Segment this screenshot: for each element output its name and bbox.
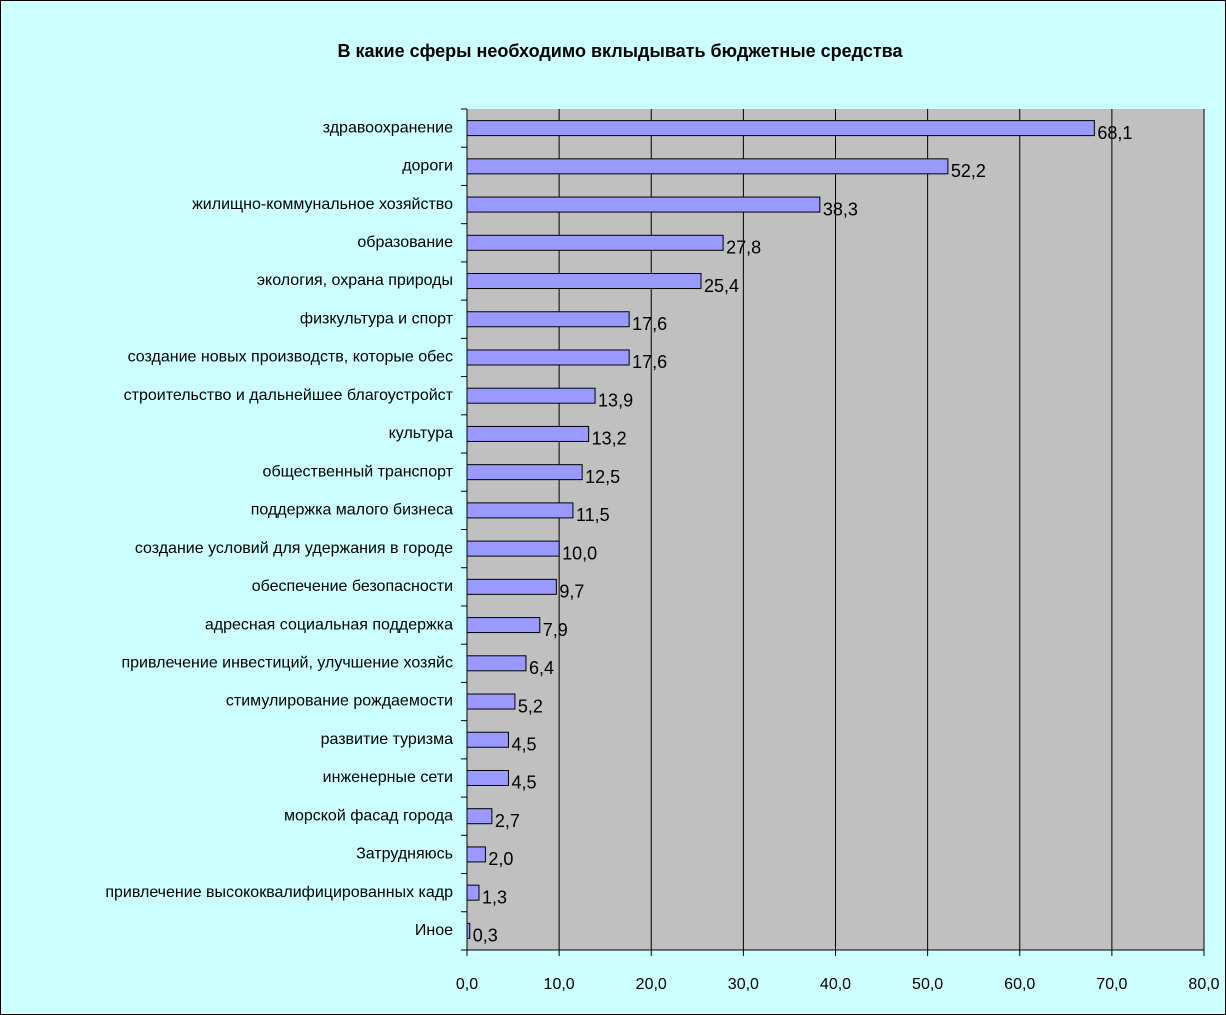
y-tick-label: привлечение инвестиций, улучшение хозяйс bbox=[121, 655, 453, 672]
x-tick-label: 20,0 bbox=[636, 976, 667, 993]
x-tick-label: 10,0 bbox=[544, 976, 575, 993]
y-tick-label: развитие туризма bbox=[321, 731, 454, 748]
data-label: 0,3 bbox=[473, 926, 498, 946]
data-label: 2,0 bbox=[488, 849, 513, 869]
bar bbox=[466, 273, 702, 290]
x-tick-label: 40,0 bbox=[820, 976, 851, 993]
x-tick-label: 50,0 bbox=[912, 976, 943, 993]
x-tick-label: 80,0 bbox=[1188, 976, 1219, 993]
y-tick-label: Иное bbox=[415, 922, 453, 939]
data-label: 6,4 bbox=[529, 658, 554, 678]
bar bbox=[466, 425, 590, 442]
data-label: 4,5 bbox=[511, 773, 536, 793]
bar bbox=[466, 731, 509, 748]
y-tick-label: экология, охрана природы bbox=[257, 272, 453, 289]
data-label: 13,9 bbox=[598, 390, 633, 410]
data-label: 12,5 bbox=[585, 467, 620, 487]
y-tick-label: дороги bbox=[402, 158, 453, 175]
data-label: 7,9 bbox=[543, 620, 568, 640]
bar bbox=[466, 884, 480, 901]
data-label: 11,5 bbox=[576, 505, 610, 525]
bar bbox=[466, 922, 471, 939]
y-tick-label: образование bbox=[357, 234, 453, 251]
y-tick-label: инженерные сети bbox=[323, 769, 453, 786]
data-label: 1,3 bbox=[482, 887, 507, 907]
bar bbox=[466, 464, 583, 481]
bar bbox=[466, 387, 596, 404]
data-label: 4,5 bbox=[511, 735, 536, 755]
bar bbox=[466, 846, 486, 863]
bar bbox=[466, 655, 527, 672]
bar bbox=[466, 693, 516, 710]
data-label: 17,6 bbox=[632, 352, 667, 372]
y-tick-label: здравоохранение bbox=[323, 119, 453, 136]
y-tick-label: культура bbox=[389, 425, 453, 442]
y-tick-label: физкультура и спорт bbox=[300, 310, 454, 327]
y-tick-label: адресная социальная поддержка bbox=[205, 616, 453, 633]
data-label: 2,7 bbox=[495, 811, 520, 831]
x-tick-label: 70,0 bbox=[1096, 976, 1127, 993]
chart-title: В какие сферы необходимо вклыдывать бюдж… bbox=[338, 41, 904, 61]
bar bbox=[466, 808, 493, 825]
y-tick-label: привлечение высококвалифицированных кадр bbox=[105, 884, 453, 901]
y-tick-label: обеспечение безопасности bbox=[252, 578, 453, 595]
x-tick-label: 0,0 bbox=[456, 976, 478, 993]
bar bbox=[466, 120, 1095, 137]
data-label: 5,2 bbox=[518, 696, 543, 716]
data-label: 38,3 bbox=[823, 199, 858, 219]
bar bbox=[466, 540, 560, 557]
y-tick-label: создание условий для удержания в городе bbox=[135, 540, 453, 557]
y-tick-label: жилищно-коммунальное хозяйство bbox=[192, 196, 453, 213]
bar bbox=[466, 234, 724, 251]
bar bbox=[466, 769, 509, 786]
data-label: 9,7 bbox=[559, 582, 584, 602]
bar bbox=[466, 502, 574, 519]
bar bbox=[466, 311, 630, 328]
bar bbox=[466, 349, 630, 366]
y-tick-label: стимулирование рождаемости bbox=[226, 693, 453, 710]
y-tick-label: общественный транспорт bbox=[263, 463, 454, 480]
y-tick-label: поддержка малого бизнеса bbox=[251, 502, 453, 519]
data-label: 25,4 bbox=[704, 276, 739, 296]
bar bbox=[466, 158, 949, 175]
x-tick-label: 30,0 bbox=[728, 976, 759, 993]
bar bbox=[466, 578, 557, 595]
y-tick-label: создание новых производств, которые обес bbox=[128, 349, 453, 366]
data-label: 27,8 bbox=[726, 238, 761, 258]
y-tick-label: Затрудняюсь bbox=[356, 846, 453, 863]
data-label: 13,2 bbox=[592, 429, 627, 449]
bar bbox=[466, 196, 821, 213]
bar bbox=[466, 617, 541, 634]
data-label: 52,2 bbox=[951, 161, 986, 181]
x-tick-label: 60,0 bbox=[1004, 976, 1035, 993]
y-tick-label: морской фасад города bbox=[284, 807, 453, 824]
data-label: 10,0 bbox=[562, 543, 597, 563]
data-label: 68,1 bbox=[1097, 123, 1132, 143]
data-label: 17,6 bbox=[632, 314, 667, 334]
y-tick-label: строительство и дальнейшее благоустройст bbox=[124, 387, 454, 404]
